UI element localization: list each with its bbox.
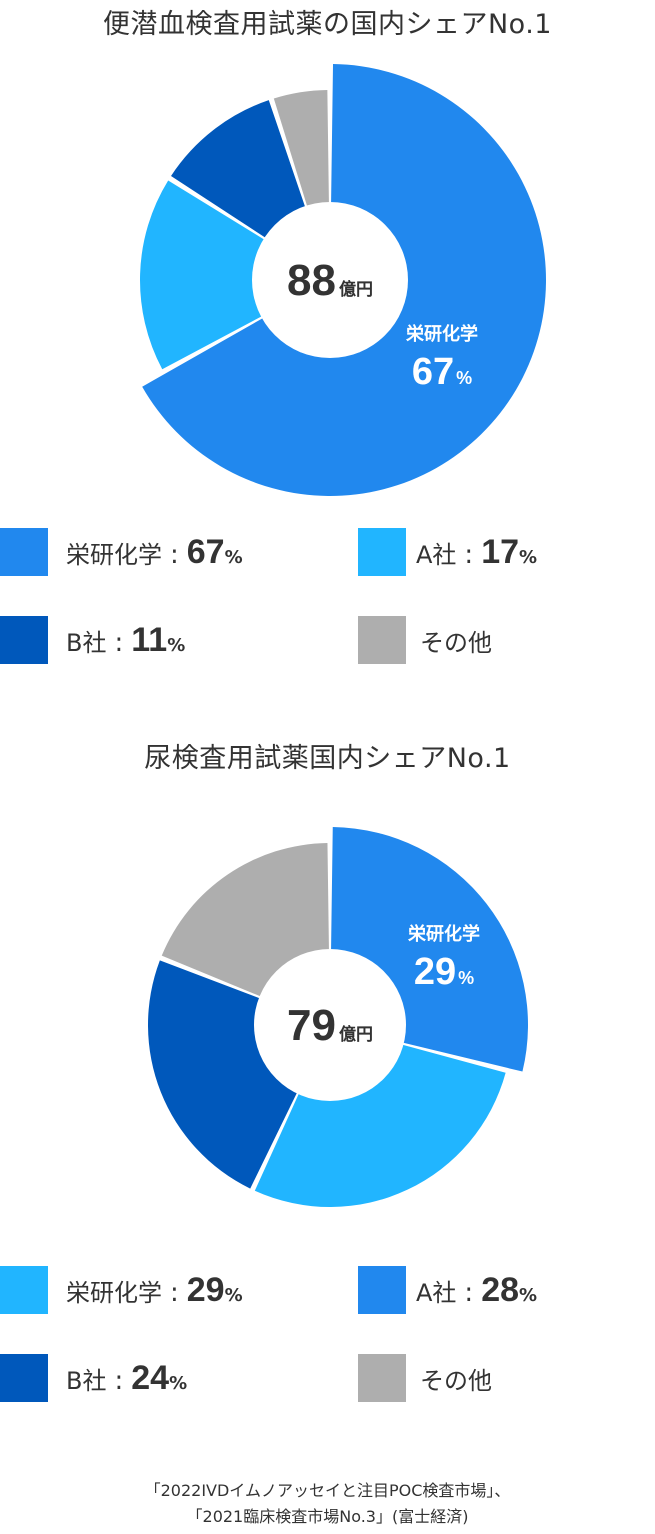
legend-label: B社:11%	[66, 621, 185, 660]
legend-separator: :	[464, 1277, 474, 1308]
legend-name: B社	[66, 628, 107, 657]
chart-title: 便潜血検査用試薬の国内シェアNo.1	[102, 9, 552, 40]
slice-label-name: 栄研化学	[407, 923, 480, 945]
legend-name: 栄研化学	[66, 1278, 162, 1307]
legend-name: 栄研化学	[66, 540, 162, 569]
source-line: 「2022IVDイムノアッセイと注目POC検査市場」、	[144, 1481, 511, 1500]
legend-unit: %	[224, 1284, 243, 1306]
legend-separator: :	[114, 1365, 124, 1396]
legend-label: B社:24%	[66, 1359, 187, 1398]
legend-item: その他	[358, 616, 492, 664]
slice-label-name: 栄研化学	[405, 323, 478, 345]
donut-hole	[254, 949, 406, 1101]
legend-separator: :	[464, 539, 474, 570]
center-label: 79 億円	[287, 1001, 373, 1050]
legend-swatch	[0, 1266, 48, 1314]
center-unit: 億円	[339, 279, 373, 299]
legend-item: 栄研化学:29%	[0, 1266, 243, 1314]
legend-swatch	[358, 1354, 406, 1402]
legend-item: B社:24%	[0, 1354, 187, 1402]
pie-slice	[142, 64, 547, 496]
legend-separator: :	[114, 627, 124, 658]
legend-name: その他	[420, 1366, 492, 1395]
legend-unit: %	[224, 546, 243, 568]
legend-name: A社	[416, 1278, 457, 1307]
legend-item: B社:11%	[0, 616, 185, 664]
legend-item: A社:28%	[358, 1266, 537, 1314]
legend-swatch	[358, 528, 406, 576]
legend-swatch	[358, 1266, 406, 1314]
legend-label: A社:17%	[416, 533, 537, 572]
pie-slice	[254, 1042, 506, 1207]
legend-value: 17	[481, 532, 520, 571]
legend-swatch	[358, 616, 406, 664]
legend-label: 栄研化学:67%	[66, 533, 243, 572]
pie-slice	[171, 100, 308, 242]
pie-slice	[273, 90, 330, 214]
legend-item: その他	[358, 1354, 492, 1402]
slice-label-value: 67%	[412, 351, 472, 393]
legend-label: その他	[420, 1361, 492, 1396]
legend-swatch	[0, 616, 48, 664]
center-value: 79	[287, 1001, 336, 1050]
legend-value: 11	[131, 620, 168, 659]
legend-label: 栄研化学:29%	[66, 1271, 243, 1310]
legend-unit: %	[167, 634, 186, 656]
source-line: 「2021臨床検査市場No.3」(富士経済)	[186, 1507, 469, 1526]
pie-slice	[161, 843, 330, 1000]
legend-item: A社:17%	[358, 528, 537, 576]
slice-label-value: 29%	[414, 951, 474, 993]
center-unit: 億円	[339, 1024, 373, 1044]
legend-value: 29	[186, 1270, 225, 1309]
legend-value: 28	[481, 1270, 520, 1309]
legend-swatch	[0, 1354, 48, 1402]
chart-title: 尿検査用試薬国内シェアNo.1	[144, 743, 511, 774]
legend-unit: %	[519, 1284, 538, 1306]
center-value: 88	[287, 256, 336, 305]
center-label: 88 億円	[287, 256, 373, 305]
legend-label: その他	[420, 623, 492, 658]
donut-hole	[252, 202, 408, 358]
pie-slice	[140, 180, 271, 370]
legend-name: B社	[66, 1366, 107, 1395]
donut-chart: 79 億円 栄研化学 29%	[148, 827, 528, 1207]
legend-name: その他	[420, 628, 492, 657]
legend-name: A社	[416, 540, 457, 569]
legend-unit: %	[169, 1372, 188, 1394]
legend-value: 67	[186, 532, 225, 571]
legend-separator: :	[170, 539, 179, 570]
legend-unit: %	[519, 546, 538, 568]
legend-separator: :	[170, 1277, 179, 1308]
legend-label: A社:28%	[416, 1271, 537, 1310]
legend-swatch	[0, 528, 48, 576]
pie-slice	[330, 827, 528, 1072]
legend-value: 24	[131, 1358, 170, 1397]
legend-item: 栄研化学:67%	[0, 528, 243, 576]
source-note: 「2022IVDイムノアッセイと注目POC検査市場」、 「2021臨床検査市場N…	[0, 1478, 655, 1530]
